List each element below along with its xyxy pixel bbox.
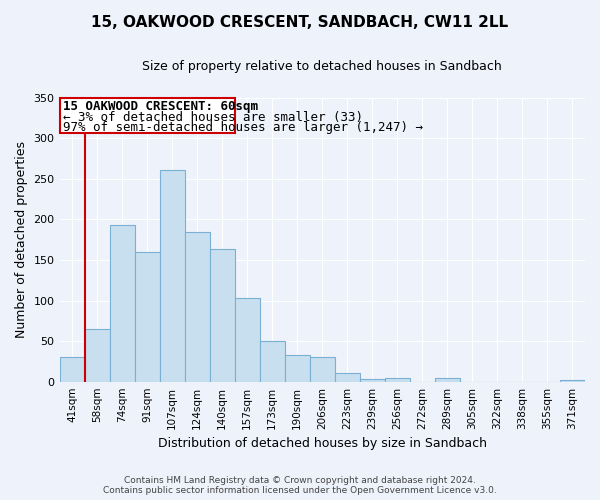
Bar bbox=[360, 379, 385, 382]
X-axis label: Distribution of detached houses by size in Sandbach: Distribution of detached houses by size … bbox=[158, 437, 487, 450]
Bar bbox=[185, 232, 209, 382]
Bar bbox=[285, 355, 310, 382]
Text: 97% of semi-detached houses are larger (1,247) →: 97% of semi-detached houses are larger (… bbox=[63, 122, 423, 134]
Bar bbox=[85, 329, 110, 382]
Bar bbox=[385, 378, 410, 382]
Bar bbox=[560, 380, 585, 382]
Bar bbox=[260, 341, 285, 382]
Bar bbox=[235, 298, 260, 382]
Text: Contains HM Land Registry data © Crown copyright and database right 2024.
Contai: Contains HM Land Registry data © Crown c… bbox=[103, 476, 497, 495]
Text: ← 3% of detached houses are smaller (33): ← 3% of detached houses are smaller (33) bbox=[63, 111, 363, 124]
FancyBboxPatch shape bbox=[59, 98, 235, 134]
Bar bbox=[310, 358, 335, 382]
Bar bbox=[134, 252, 160, 382]
Bar bbox=[335, 373, 360, 382]
Bar bbox=[110, 225, 134, 382]
Title: Size of property relative to detached houses in Sandbach: Size of property relative to detached ho… bbox=[142, 60, 502, 73]
Bar bbox=[59, 358, 85, 382]
Bar bbox=[435, 378, 460, 382]
Bar bbox=[160, 170, 185, 382]
Bar bbox=[209, 250, 235, 382]
Text: 15, OAKWOOD CRESCENT, SANDBACH, CW11 2LL: 15, OAKWOOD CRESCENT, SANDBACH, CW11 2LL bbox=[91, 15, 509, 30]
Y-axis label: Number of detached properties: Number of detached properties bbox=[15, 141, 28, 338]
Text: 15 OAKWOOD CRESCENT: 60sqm: 15 OAKWOOD CRESCENT: 60sqm bbox=[63, 100, 258, 113]
